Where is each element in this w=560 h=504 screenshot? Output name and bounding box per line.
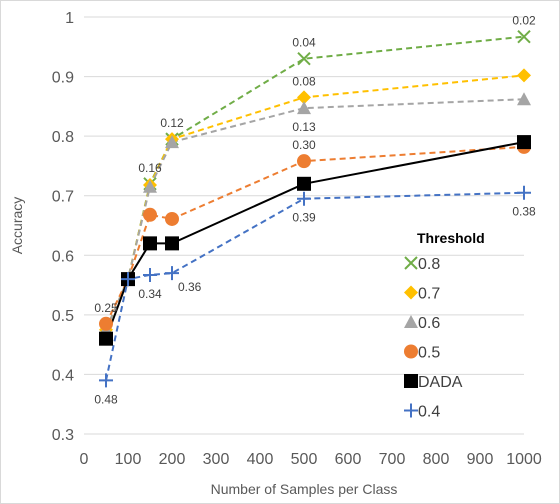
data-label: 0.48 — [94, 392, 118, 406]
legend-label: 0.6 — [418, 315, 440, 332]
x-tick-label: 900 — [467, 451, 494, 468]
y-tick-label: 0.7 — [52, 189, 74, 206]
data-point — [297, 101, 311, 115]
legend-label: DADA — [418, 374, 463, 391]
tick-labels: 0.3 0.4 0.5 0.6 0.7 0.8 0.9 1 0 100 200 300 400 500 60… — [52, 10, 542, 468]
series-line-0-8 — [105, 35, 525, 331]
y-tick-label: 0.9 — [52, 70, 74, 87]
data-labels: 0.02 0.04 0.08 0.13 0.30 0.39 0.38 0.12 0.16 0.36… — [94, 14, 536, 407]
legend-label: 0.7 — [418, 286, 440, 303]
series-line-dada — [105, 141, 525, 340]
legend: Threshold 0.8 0.7 0.6 0.5 DADA 0.4 — [404, 230, 485, 421]
data-label: 0.25 — [94, 301, 118, 315]
x-tick-label: 200 — [159, 451, 186, 468]
y-axis-title: Accuracy — [9, 197, 25, 255]
y-tick-label: 0.3 — [52, 427, 74, 444]
legend-marker — [404, 403, 418, 418]
data-point — [297, 191, 311, 206]
x-tick-label: 600 — [335, 451, 362, 468]
legend-marker — [404, 344, 418, 359]
legend-label: 0.4 — [418, 404, 440, 421]
legend-item: DADA — [404, 374, 463, 391]
data-label: 0.34 — [138, 287, 162, 301]
x-tick-label: 400 — [247, 451, 274, 468]
data-point — [517, 68, 531, 83]
x-tick-label: 1000 — [506, 451, 542, 468]
data-point — [143, 267, 157, 282]
data-point — [165, 266, 179, 281]
y-tick-label: 0.6 — [52, 248, 74, 265]
x-axis-title: Number of Samples per Class — [211, 481, 398, 497]
legend-item: 0.4 — [404, 403, 440, 421]
data-point — [99, 316, 113, 331]
legend-marker — [404, 285, 418, 300]
x-tick-label: 500 — [291, 451, 318, 468]
data-point — [121, 272, 135, 287]
legend-item: 0.6 — [404, 315, 440, 332]
data-point — [297, 154, 311, 169]
data-label: 0.12 — [160, 116, 184, 130]
data-point — [99, 331, 113, 346]
legend-marker — [404, 315, 418, 328]
y-tick-label: 1 — [65, 10, 74, 27]
legend-item: 0.5 — [404, 344, 440, 362]
data-label: 0.08 — [292, 74, 316, 88]
y-tick-label: 0.5 — [52, 308, 74, 325]
data-label: 0.02 — [512, 14, 536, 28]
data-label: 0.04 — [292, 36, 316, 50]
x-tick-label: 800 — [423, 451, 450, 468]
y-tick-label: 0.4 — [52, 367, 74, 384]
data-label: 0.39 — [292, 211, 316, 225]
data-point — [297, 176, 311, 191]
legend-item: 0.7 — [404, 285, 440, 303]
legend-marker — [404, 374, 418, 388]
data-point — [297, 51, 311, 66]
data-point — [165, 211, 179, 226]
data-label: 0.16 — [138, 161, 162, 175]
x-tick-label: 100 — [115, 451, 142, 468]
legend-title: Threshold — [417, 230, 485, 246]
data-label: 0.13 — [292, 120, 316, 134]
data-point — [143, 207, 157, 222]
data-label: 0.36 — [178, 280, 202, 294]
data-point — [143, 236, 157, 251]
legend-marker — [404, 256, 418, 270]
data-point — [517, 185, 531, 200]
data-point — [297, 90, 311, 105]
legend-label: 0.8 — [418, 256, 440, 273]
data-point — [517, 135, 531, 150]
data-point — [517, 29, 531, 44]
y-tick-label: 0.8 — [52, 129, 74, 146]
x-tick-label: 0 — [80, 451, 89, 468]
series-markers — [99, 29, 531, 388]
data-label: 0.30 — [292, 138, 316, 152]
x-tick-label: 300 — [203, 451, 230, 468]
series-line-0-6 — [105, 98, 525, 331]
legend-item: 0.8 — [404, 256, 440, 273]
data-point — [165, 236, 179, 251]
legend-label: 0.5 — [418, 345, 440, 362]
data-label: 0.38 — [512, 205, 536, 219]
data-point — [517, 92, 531, 106]
data-point — [99, 373, 113, 388]
series-lines — [105, 35, 525, 381]
data-point — [165, 135, 179, 149]
data-point — [143, 179, 157, 193]
x-tick-label: 700 — [379, 451, 406, 468]
